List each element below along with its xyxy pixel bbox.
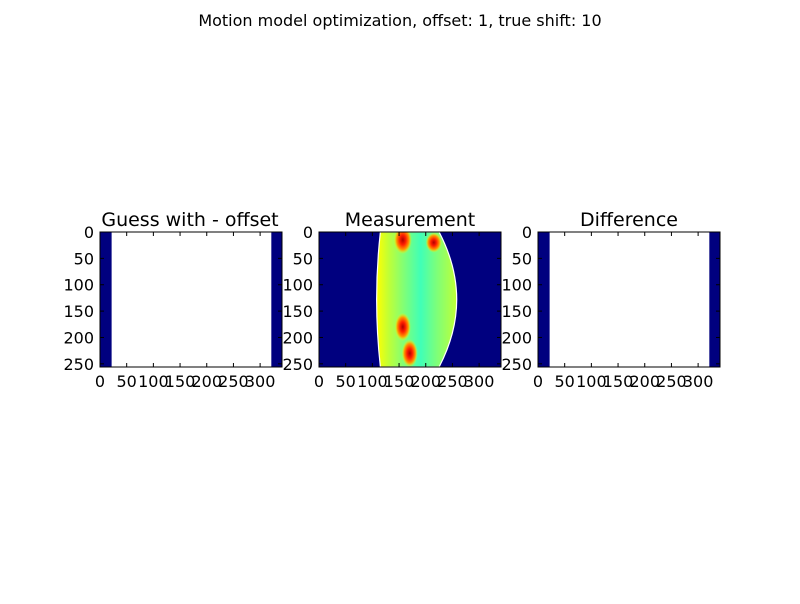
difference-region-dark-blue — [709, 232, 720, 367]
guess-xtick-label: 50 — [117, 372, 137, 391]
difference-ytick-label: 250 — [501, 355, 532, 374]
panel-title-difference: Difference — [580, 209, 678, 231]
axes-frame-measurement — [318, 231, 502, 368]
difference-ytick-label: 200 — [501, 328, 532, 347]
difference-ytick-label: 50 — [512, 249, 532, 268]
heatmap-guess — [100, 232, 282, 367]
difference-ytick-label: 150 — [501, 302, 532, 321]
heatmap-difference — [538, 232, 720, 367]
guess-xtick-label: 150 — [165, 372, 196, 391]
axes-frame-difference — [537, 231, 721, 368]
difference-xtick-label: 50 — [555, 372, 575, 391]
measurement-xtick-label: 150 — [384, 372, 415, 391]
panel-measurement: Measurement 0 50 1001502002503000501001502… — [282, 209, 502, 391]
guess-region-white — [111, 232, 272, 367]
panel-title-guess: Guess with - offset — [101, 209, 278, 231]
difference-xtick-label: 150 — [603, 372, 634, 391]
figure-suptitle: Motion model optimization, offset: 1, tr… — [198, 11, 601, 30]
guess-xtick-label: 100 — [138, 372, 169, 391]
measurement-xtick-label: 100 — [357, 372, 388, 391]
panel-title-measurement: Measurement — [345, 209, 475, 231]
measurement-ytick-label: 0 — [303, 223, 313, 242]
measurement-ytick-label: 50 — [293, 249, 313, 268]
difference-xtick-label: 0 — [533, 372, 543, 391]
guess-ytick-label: 100 — [63, 276, 94, 295]
difference-xtick-label: 300 — [683, 372, 714, 391]
guess-region-dark-blue — [100, 232, 112, 367]
heatmap-measurement — [319, 232, 501, 367]
guess-xtick-label: 250 — [218, 372, 249, 391]
measurement-xtick-label: 250 — [437, 372, 468, 391]
guess-ytick-label: 200 — [63, 328, 94, 347]
measurement-xtick-label: 0 — [314, 372, 324, 391]
guess-xtick-label: 200 — [191, 372, 222, 391]
guess-ytick-label: 50 — [74, 249, 94, 268]
difference-xtick-label: 250 — [656, 372, 687, 391]
measurement-hot-spot-2 — [401, 339, 418, 367]
guess-ytick-label: 150 — [63, 302, 94, 321]
measurement-ytick-label: 150 — [282, 302, 313, 321]
guess-ytick-label: 250 — [63, 355, 94, 374]
difference-ytick-label: 100 — [501, 276, 532, 295]
measurement-xtick-label: 200 — [410, 372, 441, 391]
panel-difference: Difference 0 50 10015020025030005010015020… — [501, 209, 721, 391]
measurement-hot-spot-1 — [393, 232, 412, 254]
difference-region-white — [549, 232, 710, 367]
difference-ytick-label: 0 — [522, 223, 532, 242]
axes-frame-guess — [99, 231, 283, 368]
measurement-hot-spot-4 — [394, 312, 411, 341]
guess-ytick-label: 0 — [84, 223, 94, 242]
measurement-ytick-label: 100 — [282, 276, 313, 295]
difference-region-dark-blue — [538, 232, 550, 367]
difference-xtick-label: 200 — [629, 372, 660, 391]
panel-guess: Guess with - offset 0 50 10015020025030005… — [63, 209, 283, 391]
measurement-hot-spot-3 — [425, 232, 442, 253]
guess-xtick-label: 0 — [95, 372, 105, 391]
difference-xtick-label: 100 — [576, 372, 607, 391]
measurement-ytick-label: 250 — [282, 355, 313, 374]
guess-region-dark-blue — [271, 232, 282, 367]
measurement-xtick-label: 300 — [464, 372, 495, 391]
guess-xtick-label: 300 — [245, 372, 276, 391]
measurement-xtick-label: 50 — [336, 372, 356, 391]
measurement-ytick-label: 200 — [282, 328, 313, 347]
